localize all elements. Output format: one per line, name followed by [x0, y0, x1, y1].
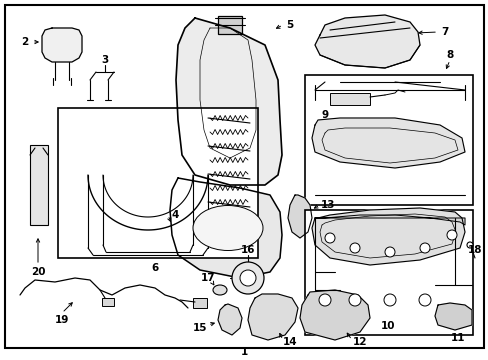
Polygon shape [314, 15, 419, 68]
Circle shape [348, 294, 360, 306]
Text: 19: 19 [55, 315, 69, 325]
Polygon shape [42, 28, 82, 62]
Polygon shape [311, 118, 464, 168]
Circle shape [349, 243, 359, 253]
Polygon shape [218, 304, 242, 335]
Circle shape [240, 270, 256, 286]
Circle shape [466, 242, 472, 248]
Circle shape [231, 262, 264, 294]
Text: 15: 15 [192, 323, 207, 333]
Circle shape [325, 233, 334, 243]
Bar [58, 108, 258, 258]
Ellipse shape [213, 285, 226, 295]
Polygon shape [314, 215, 464, 225]
Circle shape [418, 294, 430, 306]
Text: 4: 4 [171, 210, 178, 220]
Circle shape [446, 230, 456, 240]
Text: 14: 14 [282, 337, 297, 347]
Text: 10: 10 [380, 321, 394, 331]
Text: 11: 11 [450, 333, 464, 343]
Text: 8: 8 [446, 50, 453, 60]
Text: 12: 12 [352, 337, 366, 347]
Polygon shape [247, 294, 297, 340]
Bar [218, 16, 242, 34]
Text: 18: 18 [467, 245, 481, 255]
Circle shape [419, 243, 429, 253]
Bar [30, 145, 48, 225]
Polygon shape [170, 178, 282, 278]
Text: 6: 6 [151, 263, 158, 273]
Bar [193, 298, 206, 308]
Text: 3: 3 [101, 55, 108, 65]
Text: 16: 16 [240, 245, 255, 255]
Bar [102, 298, 114, 306]
Polygon shape [287, 195, 311, 238]
Text: 7: 7 [440, 27, 448, 37]
Circle shape [384, 247, 394, 257]
Text: 13: 13 [320, 200, 335, 210]
Bar [305, 75, 472, 205]
Circle shape [383, 294, 395, 306]
Text: 1: 1 [240, 347, 247, 357]
Polygon shape [311, 208, 464, 265]
Bar [329, 93, 369, 105]
Polygon shape [434, 303, 471, 330]
Text: 17: 17 [200, 273, 215, 283]
Polygon shape [299, 290, 369, 340]
Text: 9: 9 [321, 110, 328, 120]
Text: 2: 2 [21, 37, 29, 47]
Text: 20: 20 [31, 267, 45, 277]
Bar [305, 210, 472, 335]
Polygon shape [176, 18, 282, 185]
Ellipse shape [193, 206, 263, 251]
Circle shape [318, 294, 330, 306]
Text: 5: 5 [286, 20, 293, 30]
